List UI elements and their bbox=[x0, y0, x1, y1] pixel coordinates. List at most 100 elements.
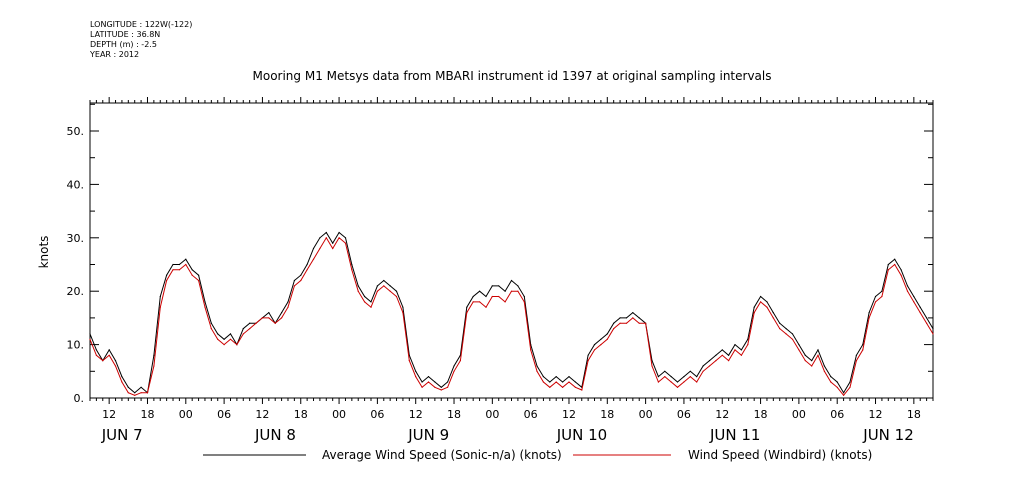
x-hour-label: 00 bbox=[332, 408, 346, 421]
data-point bbox=[351, 263, 353, 266]
data-point bbox=[453, 370, 455, 372]
x-hour-label: 00 bbox=[792, 408, 806, 421]
x-day-label: JUN 9 bbox=[407, 426, 449, 444]
data-point bbox=[223, 344, 225, 346]
data-point bbox=[242, 333, 244, 335]
data-point bbox=[721, 349, 723, 351]
data-point bbox=[779, 328, 781, 330]
data-point bbox=[344, 242, 347, 244]
data-point bbox=[836, 386, 838, 388]
data-point bbox=[204, 301, 206, 303]
data-point bbox=[919, 312, 921, 314]
data-point bbox=[804, 360, 806, 362]
x-hour-label: 18 bbox=[600, 408, 614, 421]
data-point bbox=[689, 370, 691, 372]
data-point bbox=[549, 381, 551, 383]
data-point bbox=[747, 344, 749, 346]
data-point bbox=[702, 365, 704, 367]
data-point bbox=[293, 279, 295, 282]
x-hour-label: 18 bbox=[140, 408, 154, 421]
data-point bbox=[868, 317, 870, 319]
data-point bbox=[817, 354, 819, 356]
data-point bbox=[913, 301, 915, 303]
data-point bbox=[344, 237, 347, 239]
data-point bbox=[645, 322, 647, 324]
data-point bbox=[894, 258, 896, 260]
data-point bbox=[843, 392, 845, 394]
data-point bbox=[312, 247, 315, 250]
data-point bbox=[389, 285, 391, 287]
data-point bbox=[134, 394, 136, 396]
data-point bbox=[351, 269, 353, 271]
data-point bbox=[549, 386, 551, 388]
data-point bbox=[472, 295, 474, 298]
y-tick-label: 20. bbox=[67, 285, 85, 298]
data-point bbox=[625, 317, 628, 319]
data-point bbox=[619, 317, 621, 319]
data-point bbox=[664, 370, 666, 372]
data-point bbox=[383, 285, 385, 287]
data-point bbox=[600, 344, 602, 346]
data-point bbox=[613, 328, 615, 330]
data-point bbox=[823, 370, 826, 372]
data-point bbox=[811, 365, 813, 367]
data-point bbox=[466, 312, 468, 314]
data-point bbox=[593, 349, 596, 351]
data-point bbox=[651, 365, 653, 367]
x-hour-label: 06 bbox=[524, 408, 538, 421]
data-point bbox=[114, 365, 117, 367]
data-point bbox=[338, 231, 340, 234]
data-point bbox=[440, 389, 442, 391]
data-point bbox=[855, 360, 858, 362]
data-point bbox=[523, 295, 525, 298]
y-tick-label: 40. bbox=[67, 178, 85, 191]
x-hour-label: 12 bbox=[409, 408, 423, 421]
data-point bbox=[415, 376, 417, 378]
data-point bbox=[760, 301, 762, 303]
data-point bbox=[836, 381, 838, 383]
data-point bbox=[715, 354, 717, 356]
x-hour-label: 12 bbox=[255, 408, 269, 421]
data-point bbox=[140, 386, 142, 388]
data-point bbox=[268, 317, 270, 319]
x-hour-label: 06 bbox=[217, 408, 231, 421]
data-point bbox=[249, 328, 251, 330]
data-point bbox=[191, 274, 193, 276]
data-point bbox=[319, 237, 321, 239]
data-point bbox=[319, 247, 321, 250]
data-point bbox=[510, 290, 513, 292]
data-point bbox=[568, 381, 570, 383]
y-tick-label: 0. bbox=[74, 392, 85, 405]
data-point bbox=[172, 269, 174, 271]
data-point bbox=[376, 285, 378, 287]
data-point bbox=[466, 306, 468, 308]
data-point bbox=[562, 386, 564, 388]
data-point bbox=[772, 317, 774, 319]
data-point bbox=[504, 290, 506, 292]
data-point bbox=[498, 295, 500, 298]
y-tick-label: 50. bbox=[67, 125, 85, 138]
x-hour-label: 00 bbox=[485, 408, 499, 421]
data-point bbox=[683, 381, 685, 383]
data-point bbox=[146, 392, 149, 394]
data-point bbox=[689, 376, 691, 378]
data-point bbox=[798, 344, 800, 346]
data-point bbox=[779, 322, 781, 324]
data-point bbox=[785, 328, 787, 330]
data-point bbox=[440, 386, 442, 388]
legend-label-average: Average Wind Speed (Sonic-n/a) (knots) bbox=[322, 448, 562, 462]
data-point bbox=[676, 381, 679, 383]
data-point bbox=[632, 317, 634, 319]
data-point bbox=[415, 370, 417, 372]
data-point bbox=[223, 338, 225, 340]
data-point bbox=[906, 285, 909, 287]
data-point bbox=[510, 279, 513, 282]
data-point bbox=[281, 312, 283, 314]
data-point bbox=[332, 242, 334, 244]
data-point bbox=[772, 312, 774, 314]
data-point bbox=[159, 306, 161, 308]
data-point bbox=[926, 322, 928, 324]
data-point bbox=[830, 376, 832, 378]
plot-frame bbox=[89, 102, 934, 399]
